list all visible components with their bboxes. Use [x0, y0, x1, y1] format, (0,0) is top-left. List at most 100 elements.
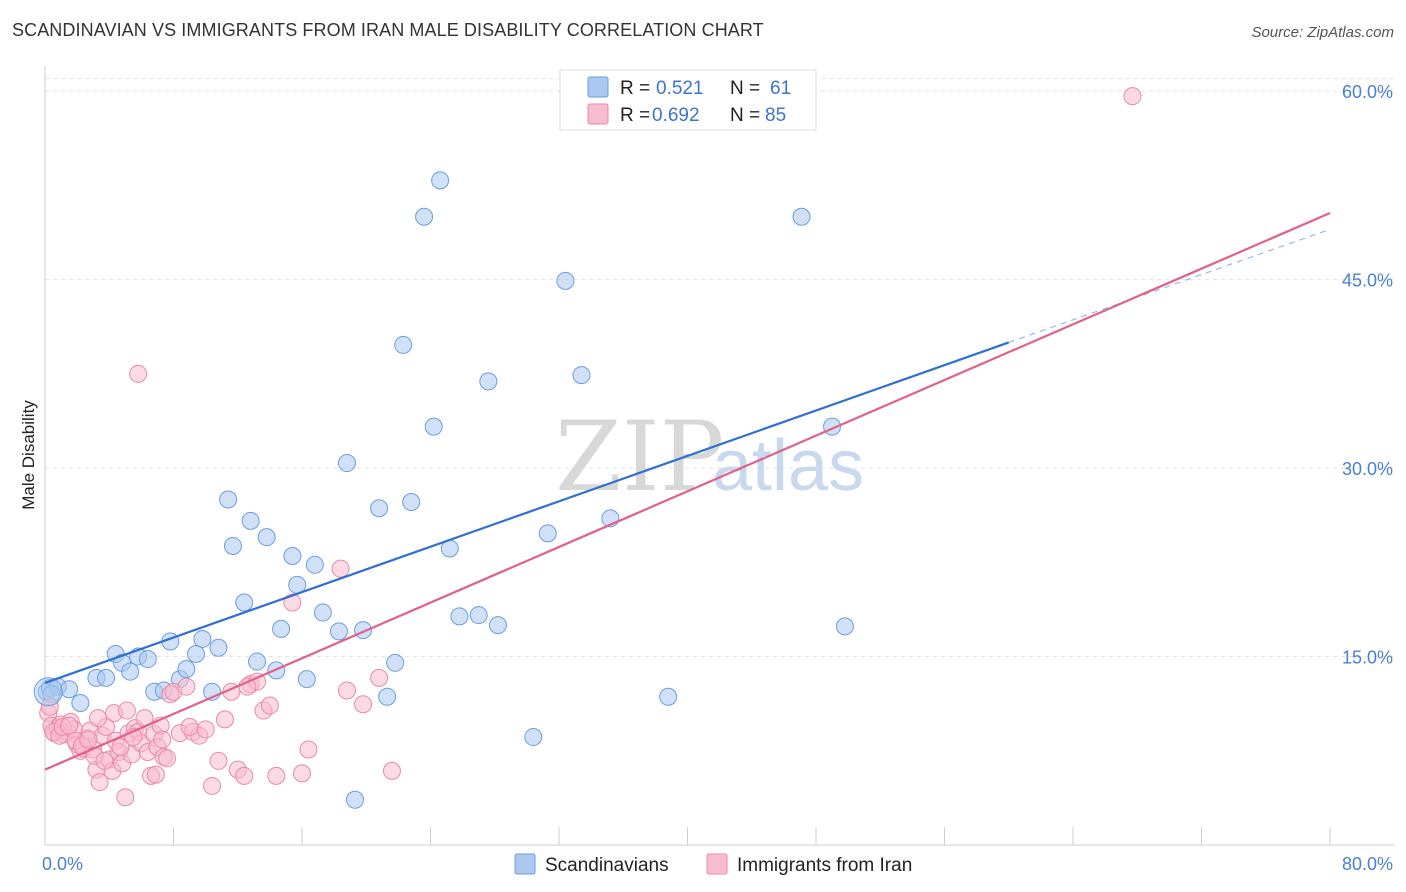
legend-n-value-2: 85 [765, 105, 786, 126]
legend-r-value-1: 0.521 [656, 78, 704, 99]
chart-title: SCANDINAVIAN VS IMMIGRANTS FROM IRAN MAL… [12, 20, 764, 40]
iran-point [129, 364, 148, 383]
y-tick-label: 60.0% [1342, 82, 1393, 102]
iran-point [90, 773, 109, 792]
scandinavian-point [488, 616, 507, 635]
y-tick-label: 15.0% [1342, 648, 1393, 668]
scandinavian-point [415, 207, 434, 226]
scandinavian-point [121, 662, 140, 681]
iran-point [203, 776, 222, 795]
scandinavian-point [248, 652, 267, 671]
iran-point [235, 766, 254, 785]
scandinavian-point [792, 207, 811, 226]
iran-point [337, 681, 356, 700]
scandinavian-point [479, 372, 498, 391]
iran-point [158, 749, 177, 768]
scandinavian-point [186, 645, 205, 664]
scandinavian-point [524, 727, 543, 746]
scandinavian-point [177, 660, 196, 679]
scandinavian-point [241, 511, 260, 530]
bottom-legend-swatch-scandinavians [514, 853, 536, 875]
scandinavian-point [219, 490, 238, 509]
iran-point [238, 677, 257, 696]
iran-point [177, 677, 196, 696]
scandinavian-point [572, 366, 591, 385]
scandinavian-point [297, 670, 316, 689]
legend-n-value-1: 61 [770, 78, 791, 99]
scandinavian-point [659, 687, 678, 706]
scandinavian-point [386, 653, 405, 672]
legend-box: R = 0.521 N = 61 R = 0.692 N = 85 [559, 69, 817, 131]
iran-point [370, 668, 389, 687]
iran-point [382, 761, 401, 780]
scandinavian-point [431, 171, 450, 190]
scandinavian-point [346, 790, 365, 809]
legend-swatch-scandinavians [587, 76, 609, 98]
scandinavian-point [424, 417, 443, 436]
scandinavian-trend-extension [1008, 228, 1331, 343]
iran-point [79, 730, 98, 749]
watermark-atlas: atlas [712, 426, 864, 506]
x-tick-label-max: 80.0% [1342, 854, 1393, 874]
iran-point [116, 788, 135, 807]
bottom-legend-swatch-iran [706, 853, 728, 875]
scandinavian-point [378, 687, 397, 706]
y-tick-labels: 15.0% 30.0% 45.0% 60.0% [1342, 82, 1393, 667]
scandinavian-point [450, 607, 469, 626]
data-points [33, 87, 1142, 809]
scandinavian-point [556, 271, 575, 290]
scandinavian-point [329, 622, 348, 641]
iran-point [293, 764, 311, 783]
iran-point [60, 716, 79, 735]
legend-r-label-1: R = [620, 78, 650, 99]
iran-point [260, 696, 279, 715]
bottom-legend-label-scandinavians: Scandinavians [545, 855, 669, 876]
iran-point [146, 765, 165, 784]
y-tick-label: 45.0% [1342, 271, 1393, 291]
scandinavian-point [193, 629, 212, 648]
source-label: Source: ZipAtlas.com [1251, 24, 1394, 41]
iran-point [117, 701, 136, 720]
scandinavian-point [835, 617, 854, 636]
iran-point [111, 737, 130, 756]
scandinavian-point [97, 668, 116, 687]
y-axis-label: Male Disability [19, 400, 38, 510]
x-tick-labels: 0.0% 80.0% [42, 854, 1393, 874]
iran-point [267, 766, 286, 785]
scandinavian-point [71, 694, 90, 713]
iran-point [1123, 87, 1142, 106]
scandinavian-trend-line [44, 341, 1010, 684]
iran-point [95, 751, 114, 770]
x-tick-label-min: 0.0% [42, 854, 83, 874]
iran-point [153, 730, 172, 749]
legend-swatch-iran [587, 103, 609, 125]
scandinavian-point [469, 606, 488, 625]
trend-lines [44, 211, 1331, 771]
watermark-zip: ZIP [555, 401, 724, 513]
legend-n-label-1: N = [730, 78, 760, 99]
scandinavian-point [272, 619, 291, 638]
axes [44, 66, 1395, 846]
scandinavian-point [538, 524, 557, 543]
iran-point [283, 593, 302, 612]
iran-point [354, 695, 373, 714]
legend-r-value-2: 0.692 [652, 105, 700, 126]
scandinavian-point [402, 492, 421, 511]
legend-r-label-2: R = [620, 105, 650, 126]
scandinavian-point [283, 547, 302, 566]
scandinavian-point [138, 650, 157, 669]
iran-point [209, 751, 228, 770]
scandinavian-point [337, 454, 356, 473]
scandinavian-point-large [33, 677, 63, 707]
iran-point [331, 559, 350, 578]
bottom-legend: Scandinavians Immigrants from Iran [514, 853, 912, 876]
grid-lines [45, 78, 1395, 658]
iran-point [299, 740, 318, 759]
scandinavian-point [313, 603, 332, 622]
scandinavian-point [235, 593, 254, 612]
scandinavian-point [223, 536, 242, 555]
iran-trend-line [44, 211, 1331, 771]
watermark: ZIP atlas [555, 401, 864, 513]
scandinavian-point [60, 680, 79, 699]
